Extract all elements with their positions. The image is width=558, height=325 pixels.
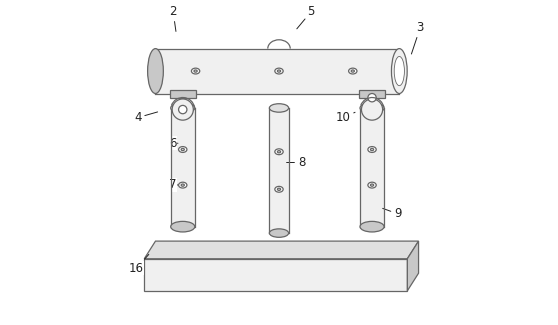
Ellipse shape	[368, 94, 376, 102]
Bar	[145, 259, 407, 291]
Ellipse shape	[277, 151, 281, 153]
Ellipse shape	[191, 68, 200, 74]
Text: 8: 8	[287, 156, 305, 169]
Ellipse shape	[194, 70, 197, 72]
Bar	[170, 90, 196, 98]
Bar	[359, 90, 385, 98]
Ellipse shape	[179, 105, 187, 114]
Ellipse shape	[148, 49, 163, 94]
Text: 5: 5	[297, 5, 315, 29]
Text: 9: 9	[383, 207, 401, 220]
Ellipse shape	[351, 70, 354, 72]
Ellipse shape	[179, 182, 187, 188]
Text: 4: 4	[134, 111, 157, 124]
Ellipse shape	[392, 49, 407, 94]
Text: 2: 2	[170, 5, 177, 32]
Bar	[270, 108, 288, 233]
Text: 10: 10	[336, 111, 355, 124]
Ellipse shape	[275, 186, 283, 192]
Ellipse shape	[171, 103, 195, 113]
Polygon shape	[407, 241, 418, 291]
Ellipse shape	[394, 57, 405, 86]
Polygon shape	[145, 241, 418, 259]
Ellipse shape	[181, 184, 184, 186]
Ellipse shape	[349, 68, 357, 74]
Ellipse shape	[277, 188, 281, 190]
Ellipse shape	[371, 184, 374, 186]
Ellipse shape	[362, 99, 383, 120]
Ellipse shape	[360, 221, 384, 232]
Ellipse shape	[270, 229, 288, 237]
Text: 7: 7	[170, 178, 180, 191]
Bar	[171, 108, 195, 227]
Ellipse shape	[360, 103, 384, 113]
Ellipse shape	[275, 149, 283, 155]
Ellipse shape	[368, 182, 376, 188]
Bar	[360, 108, 384, 227]
Ellipse shape	[172, 99, 193, 120]
Text: 16: 16	[129, 254, 149, 275]
Bar	[156, 49, 400, 94]
Text: 3: 3	[411, 21, 424, 54]
Ellipse shape	[179, 147, 187, 152]
Text: 6: 6	[170, 137, 178, 150]
Ellipse shape	[171, 221, 195, 232]
Ellipse shape	[371, 149, 374, 150]
Ellipse shape	[368, 147, 376, 152]
Ellipse shape	[181, 149, 184, 150]
Ellipse shape	[275, 68, 283, 74]
Ellipse shape	[270, 104, 288, 112]
Ellipse shape	[277, 70, 281, 72]
